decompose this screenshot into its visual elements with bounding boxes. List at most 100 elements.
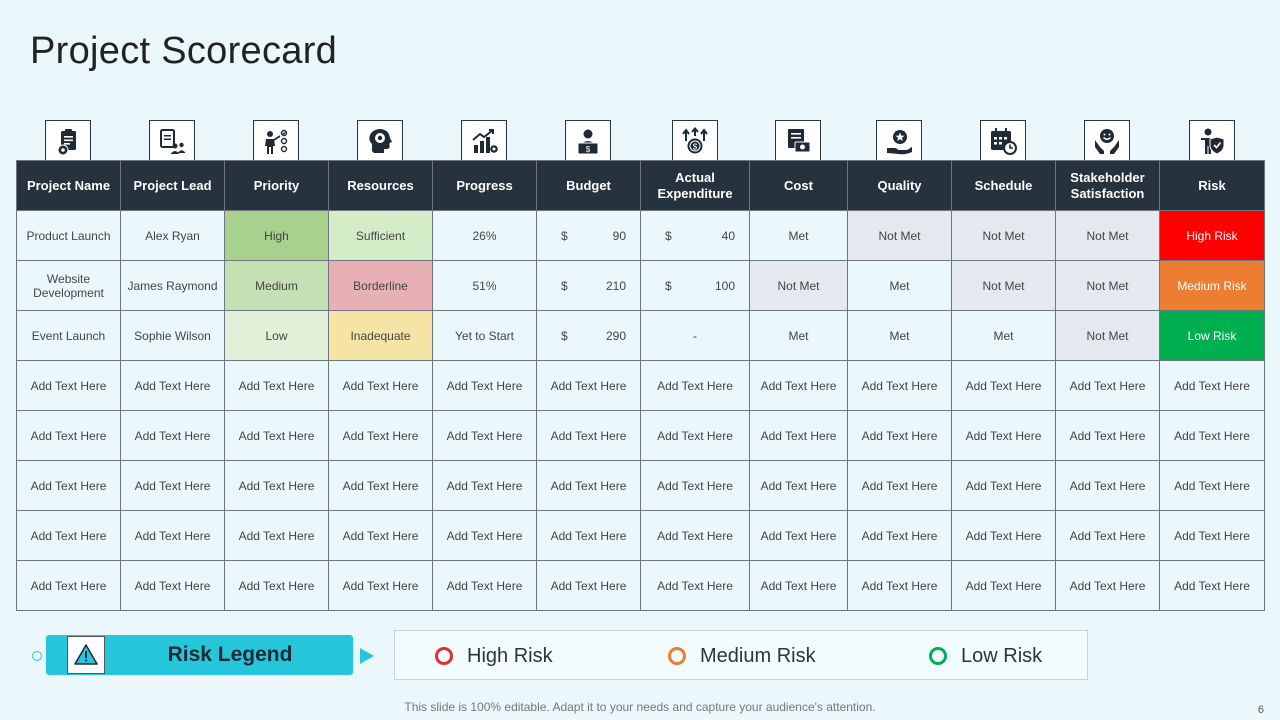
page-title: Project Scorecard <box>30 30 338 72</box>
column-header-priority: Priority <box>224 160 329 211</box>
table-cell: James Raymond <box>120 260 225 311</box>
column-icon-row: $ $ <box>16 120 1264 160</box>
table-cell: Met <box>951 310 1056 361</box>
table-cell: Add Text Here <box>536 360 641 411</box>
table-cell: Not Met <box>951 210 1056 261</box>
table-cell: Yet to Start <box>432 310 537 361</box>
table-cell: Add Text Here <box>120 510 225 561</box>
smiley-hands-icon <box>1084 120 1130 160</box>
currency-amount: 100 <box>714 278 735 293</box>
table-cell: Add Text Here <box>224 360 329 411</box>
table-cell: Add Text Here <box>1159 510 1265 561</box>
table-cell: Add Text Here <box>1159 410 1265 461</box>
table-cell: Add Text Here <box>847 360 952 411</box>
page-number: 6 <box>1257 704 1264 716</box>
column-header-actual-expenditure: Actual Expenditure <box>640 160 750 211</box>
table-row: Add Text Here Add Text Here Add Text Here A… <box>16 460 1265 511</box>
currency-symbol: $ <box>665 278 672 293</box>
table-cell: Add Text Here <box>749 460 848 511</box>
table-cell: Add Text Here <box>16 510 121 561</box>
table-cell: - <box>640 310 750 361</box>
table-row: Add Text Here Add Text Here Add Text Here A… <box>16 360 1265 411</box>
currency-amount: 290 <box>605 328 626 343</box>
column-header-budget: Budget <box>536 160 641 211</box>
table-cell: Alex Ryan <box>120 210 225 261</box>
person-shield-icon <box>1189 120 1235 160</box>
table-cell: Add Text Here <box>951 560 1056 611</box>
currency-amount: 210 <box>605 278 626 293</box>
table-cell: Met <box>749 210 848 261</box>
table-row: Product Launch Alex Ryan High Sufficient 26%… <box>16 210 1265 261</box>
column-header-risk: Risk <box>1159 160 1265 211</box>
table-cell: Add Text Here <box>432 460 537 511</box>
table-cell: Add Text Here <box>640 360 750 411</box>
table-cell: Add Text Here <box>951 460 1056 511</box>
table-cell: Medium <box>224 260 329 311</box>
column-header-resources: Resources <box>328 160 433 211</box>
table-cell: Add Text Here <box>640 560 750 611</box>
table-cell: Add Text Here <box>951 360 1056 411</box>
table-cell: Add Text Here <box>1055 360 1160 411</box>
legend-title: Risk Legend <box>167 643 293 666</box>
team-clipboard-icon <box>149 120 195 160</box>
column-header-stakeholder-satisfaction: Stakeholder Satisfaction <box>1055 160 1160 211</box>
table-cell: Met <box>847 260 952 311</box>
table-cell: High <box>224 210 329 261</box>
table-cell: Add Text Here <box>749 410 848 461</box>
legend-item-high: High Risk <box>435 631 553 681</box>
table-cell: Add Text Here <box>224 510 329 561</box>
table-cell: Not Met <box>1055 310 1160 361</box>
table-cell: Not Met <box>1055 260 1160 311</box>
table-cell: Add Text Here <box>951 410 1056 461</box>
table-cell: $100 <box>640 260 750 311</box>
column-header-project-lead: Project Lead <box>120 160 225 211</box>
table-cell: Add Text Here <box>328 510 433 561</box>
currency-amount: 40 <box>721 228 735 243</box>
head-idea-icon <box>357 120 403 160</box>
column-header-schedule: Schedule <box>951 160 1056 211</box>
table-cell: Inadequate <box>328 310 433 361</box>
table-cell: Add Text Here <box>432 360 537 411</box>
legend-label-high: High Risk <box>467 644 553 667</box>
table-cell: Add Text Here <box>224 410 329 461</box>
table-cell: Add Text Here <box>120 460 225 511</box>
table-cell: Add Text Here <box>536 410 641 461</box>
legend-item-low: Low Risk <box>929 631 1042 681</box>
table-cell: Add Text Here <box>224 460 329 511</box>
clipboard-gear-icon <box>45 120 91 160</box>
table-cell: $210 <box>536 260 641 311</box>
table-cell: Sophie Wilson <box>120 310 225 361</box>
table-cell: Add Text Here <box>432 410 537 461</box>
table-cell: Add Text Here <box>224 560 329 611</box>
growth-chart-icon <box>461 120 507 160</box>
table-cell: Add Text Here <box>749 510 848 561</box>
table-cell: Add Text Here <box>328 460 433 511</box>
table-cell: $90 <box>536 210 641 261</box>
table-cell: Add Text Here <box>328 360 433 411</box>
table-cell: Add Text Here <box>951 510 1056 561</box>
footer-note: This slide is 100% editable. Adapt it to… <box>404 700 876 714</box>
table-cell: Add Text Here <box>1055 410 1160 461</box>
scorecard-table: Project Name Project Lead Priority Resource… <box>16 160 1265 611</box>
table-cell: Add Text Here <box>536 560 641 611</box>
table-cell: Add Text Here <box>1055 460 1160 511</box>
table-cell: Borderline <box>328 260 433 311</box>
legend-label-medium: Medium Risk <box>700 644 816 667</box>
currency-symbol: $ <box>561 278 568 293</box>
legend-bullet <box>32 651 42 661</box>
table-cell: Event Launch <box>16 310 121 361</box>
table-cell: Add Text Here <box>16 360 121 411</box>
column-header-quality: Quality <box>847 160 952 211</box>
table-cell: Add Text Here <box>120 410 225 461</box>
table-cell: Add Text Here <box>847 510 952 561</box>
table-cell: High Risk <box>1159 210 1265 261</box>
currency-symbol: $ <box>665 228 672 243</box>
table-row: Add Text Here Add Text Here Add Text Here A… <box>16 510 1265 561</box>
table-cell: Met <box>749 310 848 361</box>
table-cell: Not Met <box>1055 210 1160 261</box>
calendar-clock-icon <box>980 120 1026 160</box>
table-cell: Add Text Here <box>847 460 952 511</box>
table-cell: Add Text Here <box>120 360 225 411</box>
column-header-project-name: Project Name <box>16 160 121 211</box>
table-cell: Add Text Here <box>536 460 641 511</box>
